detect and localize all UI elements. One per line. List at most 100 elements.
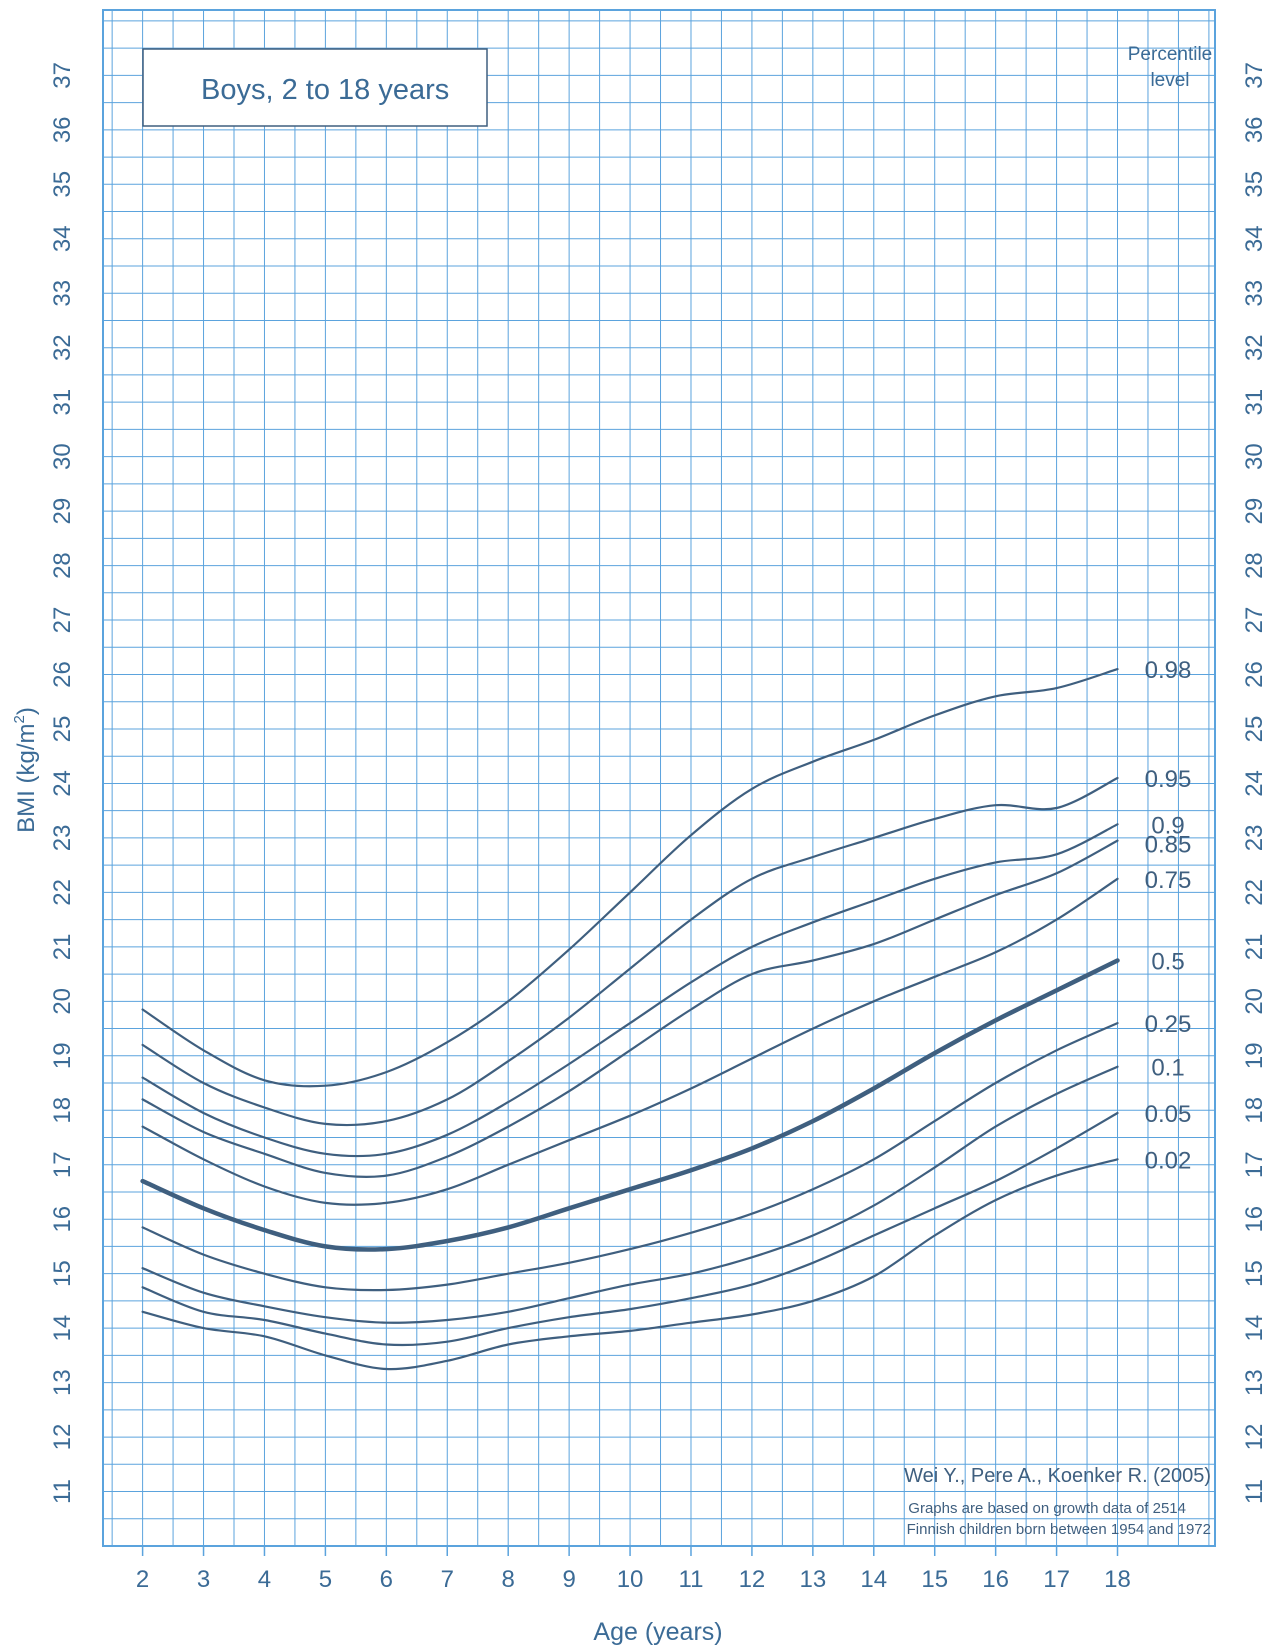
y-tick-label-right: 36: [1241, 116, 1268, 143]
percentile-label-0-02: 0.02: [1145, 1147, 1192, 1174]
y-tick-label-right: 15: [1241, 1260, 1268, 1287]
y-tick-label-left: 30: [49, 443, 76, 470]
y-axis-label-sup: 2: [11, 715, 28, 723]
x-tick-label: 12: [739, 1566, 766, 1593]
percentile-curve-0-5: [140, 958, 1120, 1252]
y-tick-label-left: 18: [49, 1097, 76, 1124]
y-tick-label-right: 14: [1241, 1315, 1268, 1342]
y-tick-label-left: 11: [49, 1479, 76, 1504]
y-tick-label-left: 23: [49, 825, 76, 852]
y-tick-label-right: 35: [1241, 171, 1268, 198]
y-tick-label-left: 36: [49, 116, 76, 143]
y-tick-label-right: 34: [1241, 225, 1268, 252]
y-axis-label: BMI (kg/m2): [11, 707, 40, 833]
y-tick-label-right: 37: [1241, 62, 1268, 89]
percentile-label-0-98: 0.98: [1145, 657, 1192, 684]
y-tick-label-right: 23: [1241, 825, 1268, 852]
y-tick-label-right: 11: [1241, 1479, 1268, 1504]
y-tick-label-right: 22: [1241, 879, 1268, 906]
y-tick-label-left: 34: [49, 225, 76, 252]
note-line-2: Finnish children born between 1954 and 1…: [907, 1521, 1211, 1538]
y-tick-label-right: 25: [1241, 716, 1268, 743]
y-tick-label-right: 28: [1241, 552, 1268, 579]
y-tick-label-right: 20: [1241, 988, 1268, 1015]
legend-header-line2: level: [1150, 70, 1189, 91]
y-tick-label-left: 27: [49, 607, 76, 634]
percentile-label-0-1: 0.1: [1151, 1055, 1184, 1082]
percentile-curve-0-25: [141, 1022, 1119, 1292]
y-tick-label-left: 32: [49, 334, 76, 361]
y-tick-label-left: 22: [49, 879, 76, 906]
source-citation: Wei Y., Pere A., Koenker R. (2005): [904, 1465, 1211, 1487]
y-tick-label-right: 33: [1241, 280, 1268, 307]
x-tick-label: 17: [1043, 1566, 1070, 1593]
percentile-curves: [140, 668, 1120, 1371]
y-tick-label-left: 35: [49, 171, 76, 198]
y-tick-label-left: 19: [49, 1042, 76, 1069]
y-tick-label-left: 25: [49, 716, 76, 743]
y-axis-label-end: ): [13, 707, 40, 715]
y-tick-label-left: 16: [49, 1206, 76, 1233]
percentile-label-0-95: 0.95: [1145, 766, 1192, 793]
y-tick-label-left: 14: [49, 1315, 76, 1342]
y-tick-label-right: 16: [1241, 1206, 1268, 1233]
y-tick-label-left: 17: [49, 1151, 76, 1178]
y-tick-label-left: 12: [49, 1424, 76, 1451]
x-tick-label: 11: [679, 1566, 704, 1593]
grid: [102, 9, 1216, 1547]
percentile-curve-0-85: [141, 839, 1119, 1178]
x-tick-label: 14: [860, 1566, 887, 1593]
x-tick-label: 15: [921, 1566, 948, 1593]
x-tick-label: 5: [319, 1566, 332, 1593]
x-tick-label: 8: [502, 1566, 515, 1593]
percentile-label-0-9: 0.9: [1151, 812, 1184, 839]
percentile-label-0-75: 0.75: [1145, 867, 1192, 894]
y-tick-label-left: 20: [49, 988, 76, 1015]
percentile-label-0-85: 0.85: [1145, 831, 1192, 858]
x-tick-label: 13: [800, 1566, 827, 1593]
percentile-labels: 0.98 0.95 0.90.85 0.75 0.5 0.25 0.1 0.05 0.02: [1145, 657, 1192, 1174]
percentile-curve-0-9: [141, 823, 1119, 1158]
y-tick-label-right: 12: [1241, 1424, 1268, 1451]
percentile-curve-0-75: [141, 877, 1119, 1206]
y-tick-label-left: 13: [49, 1369, 76, 1396]
x-tick-label: 6: [380, 1566, 393, 1593]
percentile-curve-0-95: [141, 776, 1119, 1127]
x-tick-label: 10: [617, 1566, 644, 1593]
y-tick-label-right: 21: [1241, 933, 1268, 960]
plot-frame: [102, 9, 1216, 1547]
y-tick-label-left: 37: [49, 62, 76, 89]
percentile-label-0-5: 0.5: [1151, 948, 1184, 975]
y-tick-label-right: 32: [1241, 334, 1268, 361]
percentile-curve-0-02: [141, 1158, 1119, 1371]
y-axis-label-main: BMI (kg/m: [13, 724, 40, 833]
x-tick-label: 16: [982, 1566, 1009, 1593]
x-axis-label: Age (years): [593, 1618, 722, 1646]
axis-ticks: 11 11 12 12 13 13 14 14 15 15 16 16 17 17 18 18 19 19 20 20…: [49, 62, 1268, 1593]
y-tick-label-left: 31: [49, 389, 76, 416]
y-tick-label-right: 29: [1241, 498, 1268, 525]
y-tick-label-right: 18: [1241, 1097, 1268, 1124]
y-tick-label-right: 26: [1241, 661, 1268, 688]
y-tick-label-right: 19: [1241, 1042, 1268, 1069]
legend-header-line1: Percentile: [1128, 44, 1213, 65]
y-tick-label-right: 17: [1241, 1151, 1268, 1178]
y-tick-label-left: 21: [49, 933, 76, 960]
y-tick-label-left: 26: [49, 661, 76, 688]
percentile-curve-0-05: [141, 1111, 1119, 1347]
x-tick-label: 4: [258, 1566, 271, 1593]
y-tick-label-left: 15: [49, 1260, 76, 1287]
chart-title: Boys, 2 to 18 years: [201, 74, 449, 106]
title-box: [142, 48, 488, 127]
x-tick-label: 3: [197, 1566, 210, 1593]
y-tick-label-left: 33: [49, 280, 76, 307]
y-tick-label-right: 13: [1241, 1369, 1268, 1396]
note-line-1: Graphs are based on growth data of 2514: [908, 1500, 1186, 1517]
x-tick-label: 9: [562, 1566, 575, 1593]
y-tick-label-right: 24: [1241, 770, 1268, 797]
percentile-label-0-25: 0.25: [1145, 1011, 1192, 1038]
percentile-curve-0-1: [141, 1065, 1119, 1324]
y-tick-label-right: 27: [1241, 607, 1268, 634]
x-tick-label: 7: [441, 1566, 454, 1593]
